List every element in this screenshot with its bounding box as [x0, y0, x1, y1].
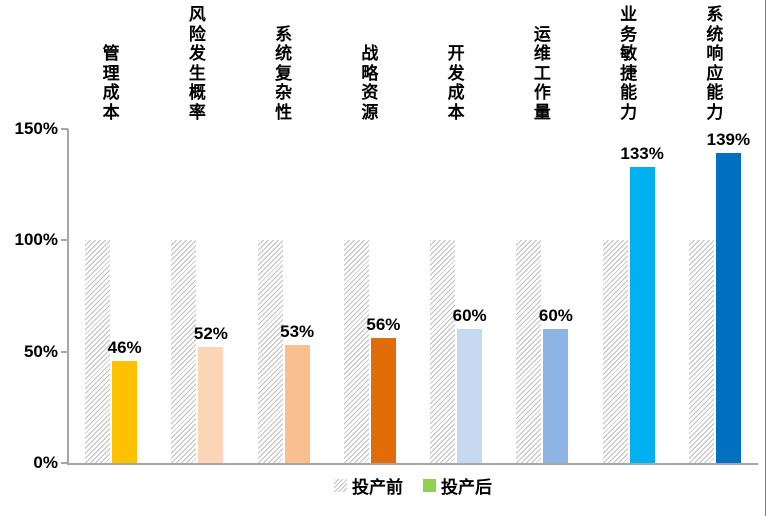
- bar-before-0: [85, 240, 111, 463]
- bar-before-4: [430, 240, 456, 463]
- green-swatch-icon: [423, 478, 436, 492]
- category-label: 运维工作量: [533, 24, 551, 122]
- legend-label-after: 投产后: [441, 477, 492, 497]
- bar-after-7: [715, 153, 741, 463]
- data-label: 53%: [280, 321, 315, 341]
- bar-after-5: [543, 329, 569, 463]
- bar-after-4: [457, 329, 483, 463]
- bar-after-2: [284, 344, 310, 463]
- category-label: 战略资源: [361, 44, 379, 122]
- data-label: 46%: [107, 337, 142, 357]
- category-label: 系统复杂性: [275, 24, 293, 122]
- bar-before-5: [516, 240, 542, 463]
- legend-item-before: 投产前: [334, 473, 403, 498]
- category-label: 业务敏捷能力: [620, 5, 638, 122]
- data-label: 56%: [366, 315, 401, 335]
- category-label: 系统响应能力: [706, 5, 724, 122]
- data-label: 52%: [193, 324, 228, 344]
- bar-before-6: [602, 240, 628, 463]
- y-tick-mark: [61, 239, 68, 242]
- category-label: 风险发生概率: [188, 5, 206, 122]
- bar-after-3: [370, 338, 396, 463]
- chart-legend: 投产前 投产后: [68, 470, 758, 500]
- category-label: 开发成本: [447, 44, 465, 122]
- bar-before-7: [688, 240, 714, 463]
- y-tick-label: 150%: [14, 119, 58, 138]
- bar-after-1: [198, 347, 224, 463]
- x-axis-baseline: [67, 463, 758, 465]
- bar-after-6: [629, 166, 655, 463]
- data-label: 60%: [538, 306, 573, 326]
- bar-after-0: [112, 360, 138, 463]
- y-tick-label: 100%: [14, 230, 58, 250]
- category-label: 管理成本: [102, 44, 120, 122]
- legend-label-before: 投产前: [352, 477, 403, 497]
- y-tick-mark: [61, 462, 68, 464]
- y-tick-label: 0%: [33, 453, 58, 472]
- hatched-swatch-icon: [334, 478, 347, 492]
- bar-before-1: [171, 240, 197, 463]
- data-label: 60%: [452, 306, 487, 326]
- bar-before-3: [343, 240, 369, 463]
- legend-item-after: 投产后: [423, 473, 492, 498]
- y-tick-mark: [61, 350, 68, 353]
- data-label: 139%: [706, 130, 751, 150]
- y-tick-mark: [61, 128, 68, 130]
- data-label: 133%: [620, 143, 664, 163]
- y-tick-label: 50%: [23, 341, 58, 361]
- y-axis-line: [67, 129, 69, 465]
- bar-before-2: [257, 240, 283, 463]
